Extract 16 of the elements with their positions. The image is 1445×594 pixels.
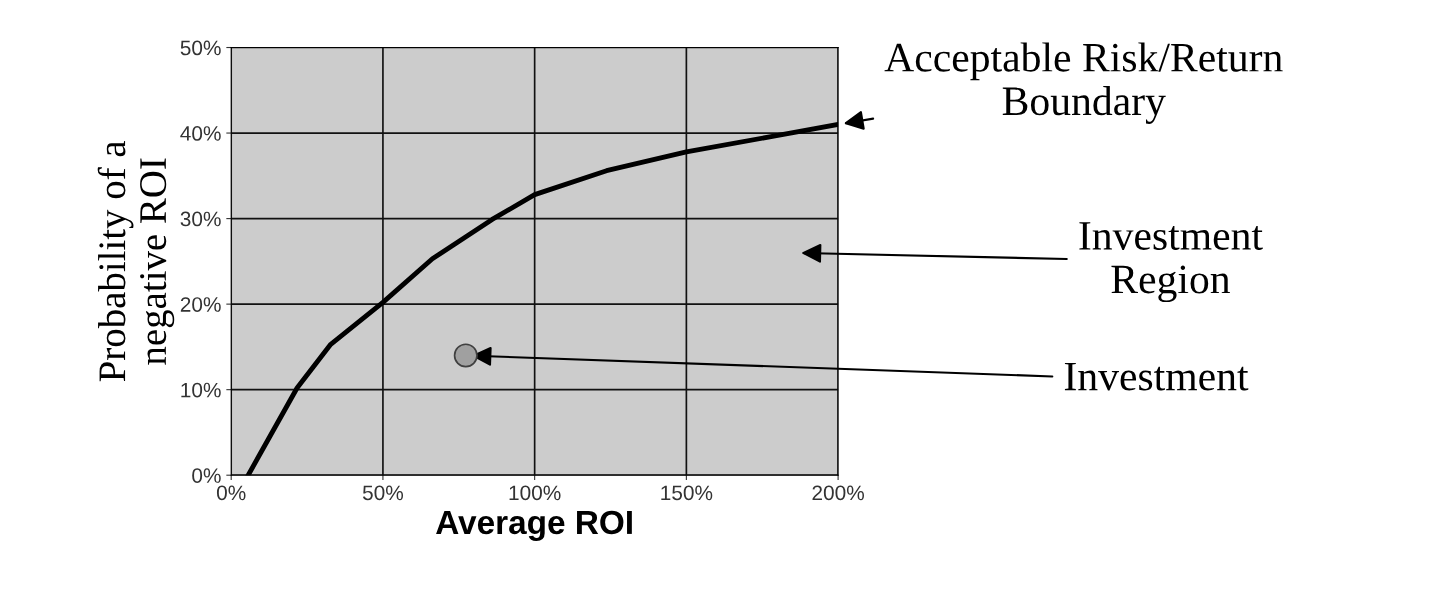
x-tick-label: 150% [661, 485, 713, 501]
y-tick-label: 0% [192, 468, 221, 483]
y-tick-label: 50% [180, 40, 221, 56]
text: Investment Region [1079, 222, 1263, 303]
y-tick-label: 20% [180, 297, 221, 312]
x-tick-label: 50% [362, 485, 404, 501]
y-tick-label: 30% [180, 211, 221, 227]
x-tick-label: 100% [509, 485, 561, 501]
y-tick-label: 40% [180, 126, 221, 141]
y-tick-label: 10% [181, 382, 221, 398]
x-tick-label: 200% [812, 485, 864, 501]
y-axis-title: Probability of a negative ROI [97, 140, 175, 382]
x-axis-title: Average ROI [436, 510, 632, 541]
annotation: Acceptable Risk/Return Boundary [884, 42, 1283, 124]
annotation: Investment [1064, 362, 1249, 391]
x-tick-label: 0% [216, 485, 246, 501]
